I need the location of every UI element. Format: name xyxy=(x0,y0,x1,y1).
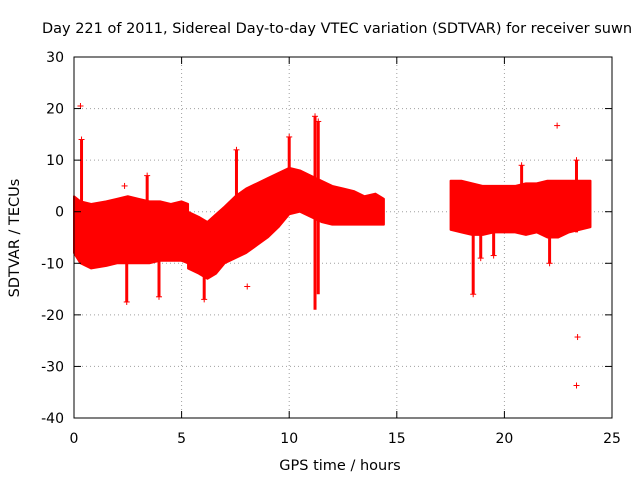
x-tick-label: 15 xyxy=(388,431,406,447)
outlier-point xyxy=(573,382,580,389)
y-tick-label: 10 xyxy=(46,153,64,169)
data-band xyxy=(449,179,592,239)
data-band xyxy=(73,195,190,270)
axis-ticks: 0 5 10 15 20 25 -40 -30 -20 -10 0 10 20 30 xyxy=(41,50,621,447)
y-tick-label: -40 xyxy=(41,411,64,427)
spike-tip-marker xyxy=(78,136,85,143)
y-tick-label: -30 xyxy=(41,359,64,375)
spike-tip-marker xyxy=(123,298,130,305)
y-tick-label: -20 xyxy=(41,308,64,324)
y-tick-label: 20 xyxy=(46,102,64,118)
spike-tip-marker xyxy=(315,118,322,125)
chart-title: Day 221 of 2011, Sidereal Day-to-day VTE… xyxy=(42,21,632,37)
spike-tip-marker xyxy=(233,146,240,153)
outlier-point xyxy=(554,122,561,129)
y-tick-label: 30 xyxy=(46,50,64,66)
y-axis-label: SDTVAR / TECUs xyxy=(7,179,23,298)
spike-tip-marker xyxy=(286,133,293,140)
plot-frame xyxy=(73,56,613,419)
y-tick-label: 0 xyxy=(55,205,64,221)
x-tick-label: 0 xyxy=(70,431,79,447)
x-tick-label: 25 xyxy=(603,431,621,447)
x-tick-label: 5 xyxy=(177,431,186,447)
spike-tip-marker xyxy=(518,162,525,169)
outlier-point xyxy=(77,102,84,109)
spike-tip-marker xyxy=(477,255,484,262)
outlier-point xyxy=(121,182,128,189)
outlier-point xyxy=(244,283,251,290)
outlier-point xyxy=(574,334,581,341)
x-tick-label: 20 xyxy=(495,431,513,447)
spike-tip-marker xyxy=(201,296,208,303)
data-layer xyxy=(73,102,592,389)
data-band xyxy=(187,166,385,280)
spike-tip-marker xyxy=(144,172,151,179)
spike-tip-marker xyxy=(470,291,477,298)
spike-tip-marker xyxy=(573,157,580,164)
y-tick-label: -10 xyxy=(41,256,64,272)
spike-tip-marker xyxy=(156,293,163,300)
x-axis-label: GPS time / hours xyxy=(279,458,400,474)
spike-tip-marker xyxy=(490,252,497,259)
spike-tip-marker xyxy=(546,260,553,267)
x-tick-label: 10 xyxy=(280,431,298,447)
spike-tip-marker xyxy=(312,113,319,120)
